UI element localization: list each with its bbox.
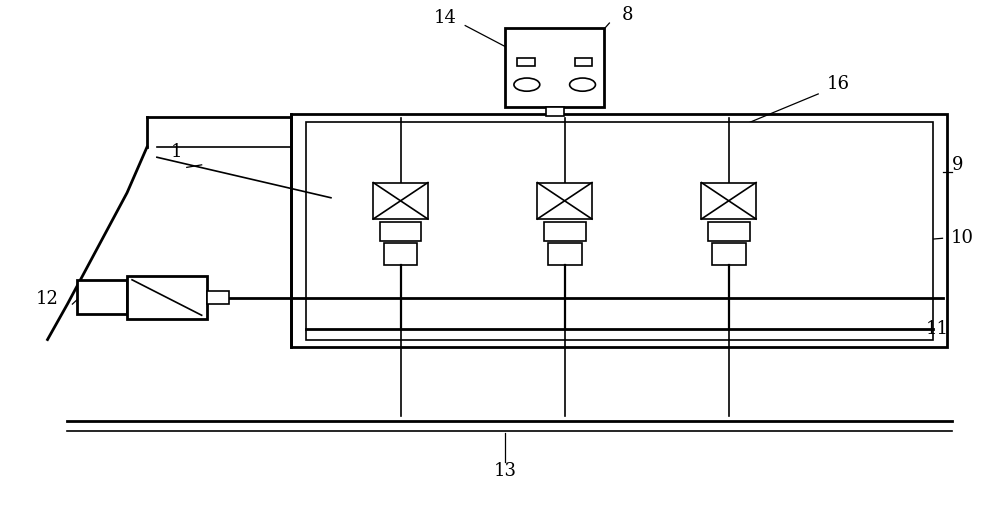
Text: 8: 8	[622, 7, 633, 25]
Text: 14: 14	[434, 9, 457, 27]
Bar	[373, 183, 428, 219]
Text: 12: 12	[36, 290, 59, 308]
Bar	[517, 58, 535, 66]
Bar	[505, 28, 604, 106]
Bar	[548, 243, 582, 265]
Bar	[380, 222, 421, 241]
Text: 13: 13	[493, 462, 516, 480]
Text: 16: 16	[827, 75, 850, 93]
Text: 9: 9	[952, 156, 963, 174]
Bar	[207, 291, 229, 304]
Bar	[575, 58, 592, 66]
Bar	[544, 222, 586, 241]
Text: 1: 1	[171, 143, 183, 161]
Bar	[701, 183, 756, 219]
Circle shape	[514, 78, 540, 91]
Bar	[384, 243, 417, 265]
Bar	[708, 222, 750, 241]
Circle shape	[570, 78, 595, 91]
Bar	[546, 106, 564, 116]
Bar	[127, 276, 207, 319]
Bar	[306, 122, 933, 339]
Text: 11: 11	[926, 321, 949, 338]
Bar	[537, 183, 592, 219]
Bar	[291, 114, 947, 347]
Bar	[712, 243, 746, 265]
Bar	[77, 280, 127, 314]
Text: 10: 10	[951, 229, 974, 247]
